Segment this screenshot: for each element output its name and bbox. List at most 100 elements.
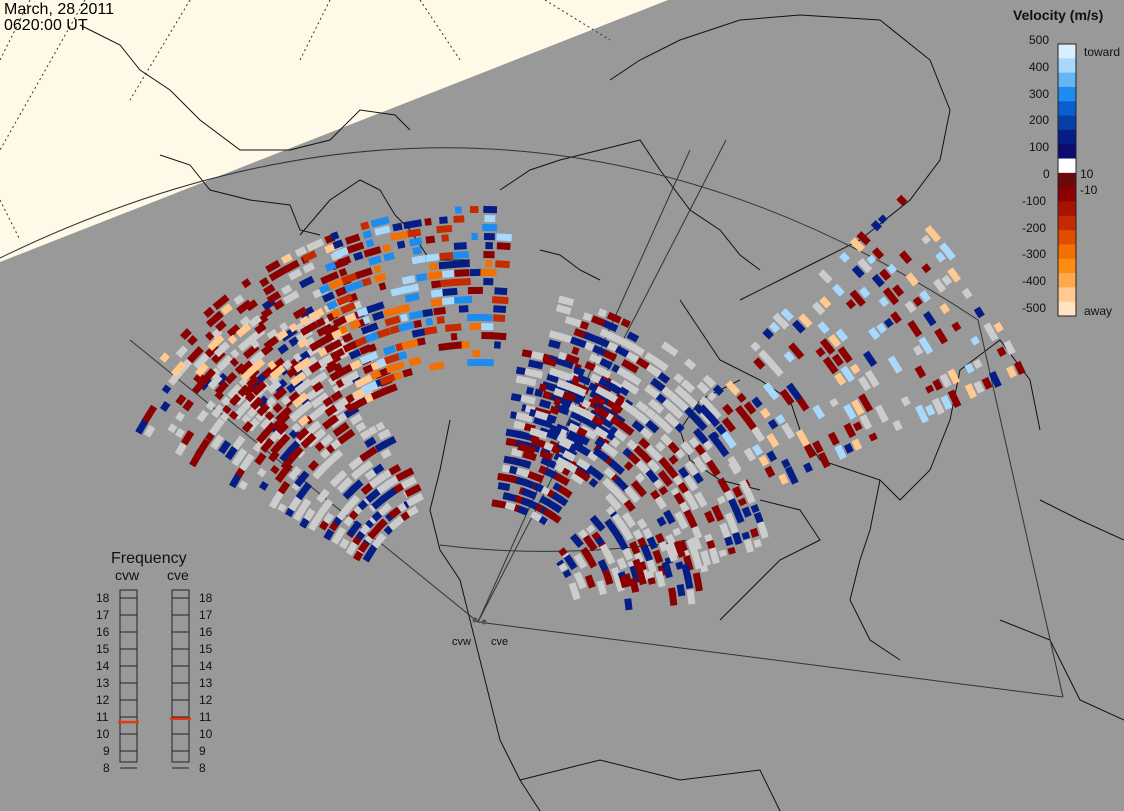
backscatter-cell	[292, 392, 309, 408]
backscatter-cell	[538, 399, 552, 409]
backscatter-cell	[753, 357, 766, 370]
backscatter-cell	[647, 459, 661, 473]
backscatter-cell	[692, 456, 708, 473]
backscatter-cell	[527, 470, 545, 483]
backscatter-cell	[668, 454, 679, 465]
backscatter-cell	[256, 467, 267, 478]
backscatter-cell	[565, 353, 580, 365]
backscatter-cell	[751, 443, 764, 456]
backscatter-cell	[335, 286, 348, 297]
backscatter-cell	[337, 428, 356, 445]
backscatter-cell	[214, 320, 227, 332]
backscatter-cell	[611, 487, 629, 505]
backscatter-cell	[361, 277, 373, 287]
backscatter-cell	[467, 286, 483, 295]
backscatter-cell	[694, 491, 708, 508]
backscatter-cell	[818, 269, 833, 284]
backscatter-cell	[452, 251, 469, 259]
cvw-site-label: cvw	[452, 636, 471, 648]
backscatter-cell	[496, 233, 512, 242]
backscatter-cell	[876, 322, 887, 334]
backscatter-cell	[248, 314, 262, 328]
backscatter-cell	[389, 324, 401, 335]
backscatter-cell	[431, 280, 442, 289]
backscatter-cell	[647, 398, 665, 414]
backscatter-cell	[538, 515, 549, 526]
backscatter-cell	[254, 452, 267, 466]
backscatter-cell	[661, 386, 674, 399]
backscatter-cell	[683, 572, 694, 590]
backscatter-cell	[674, 511, 689, 530]
backscatter-cell	[622, 547, 634, 561]
backscatter-cell	[696, 381, 710, 395]
backscatter-cell	[355, 267, 373, 280]
backscatter-cell	[212, 294, 230, 310]
backscatter-cell	[700, 564, 709, 573]
backscatter-cell	[613, 476, 630, 493]
backscatter-cell	[632, 529, 643, 540]
backscatter-cell	[398, 321, 415, 332]
backscatter-cell	[204, 432, 215, 443]
cve-site-label: cve	[491, 636, 509, 648]
frequency-scale-label: 11	[199, 710, 212, 724]
backscatter-cell	[993, 321, 1004, 333]
backscatter-cell	[866, 254, 877, 265]
backscatter-cell	[656, 516, 667, 527]
backscatter-cell	[570, 472, 585, 485]
backscatter-cell	[288, 322, 299, 333]
backscatter-cell	[373, 264, 382, 274]
backscatter-cell	[392, 222, 403, 232]
backscatter-cell	[686, 496, 699, 511]
backscatter-cell	[527, 377, 537, 387]
backscatter-cell	[874, 404, 889, 423]
backscatter-cell	[239, 453, 255, 472]
backscatter-cell	[743, 415, 758, 433]
backscatter-cell	[582, 534, 598, 552]
backscatter-cell	[442, 287, 458, 297]
backscatter-cell	[390, 286, 405, 297]
backscatter-cell	[299, 321, 319, 336]
backscatter-cell	[258, 480, 269, 491]
backscatter-cell	[584, 552, 598, 569]
backscatter-cell	[840, 365, 855, 383]
backscatter-cell	[483, 250, 495, 259]
velocity-tick-label: -400	[1022, 274, 1047, 289]
backscatter-cell	[772, 312, 790, 330]
backscatter-cell	[380, 383, 398, 396]
backscatter-cell	[396, 240, 406, 249]
backscatter-cell	[362, 230, 373, 239]
backscatter-cell	[858, 286, 871, 299]
backscatter-cell	[329, 469, 348, 488]
backscatter-cell	[827, 431, 840, 446]
frequency-scale-label: 8	[199, 761, 206, 775]
backscatter-cell	[336, 293, 353, 306]
backscatter-cell	[591, 394, 606, 407]
backscatter-cell	[433, 306, 446, 316]
backscatter-cell	[581, 399, 592, 409]
backscatter-cell	[912, 344, 924, 356]
backscatter-cell	[323, 512, 335, 525]
backscatter-cell	[266, 379, 282, 394]
backscatter-cell	[762, 382, 780, 401]
backscatter-cell	[297, 337, 309, 349]
backscatter-cell	[266, 396, 277, 407]
backscatter-cell	[322, 414, 340, 430]
backscatter-cell	[299, 400, 313, 414]
backscatter-cell	[758, 349, 774, 366]
backscatter-cell	[282, 290, 300, 305]
backscatter-cell	[521, 349, 534, 358]
backscatter-cell	[203, 306, 215, 318]
backscatter-cell	[779, 388, 795, 406]
backscatter-cell	[458, 305, 469, 313]
frequency-scale-label: 15	[199, 642, 213, 656]
backscatter-cell	[300, 432, 317, 449]
backscatter-cell	[209, 417, 225, 436]
backscatter-cell	[849, 289, 866, 307]
backscatter-cell	[316, 323, 334, 337]
backscatter-cell	[483, 277, 494, 286]
backscatter-cell	[438, 260, 457, 270]
backscatter-cell	[921, 234, 931, 245]
backscatter-cell	[368, 425, 378, 436]
backscatter-cell	[602, 349, 618, 362]
backscatter-cell	[573, 395, 583, 405]
